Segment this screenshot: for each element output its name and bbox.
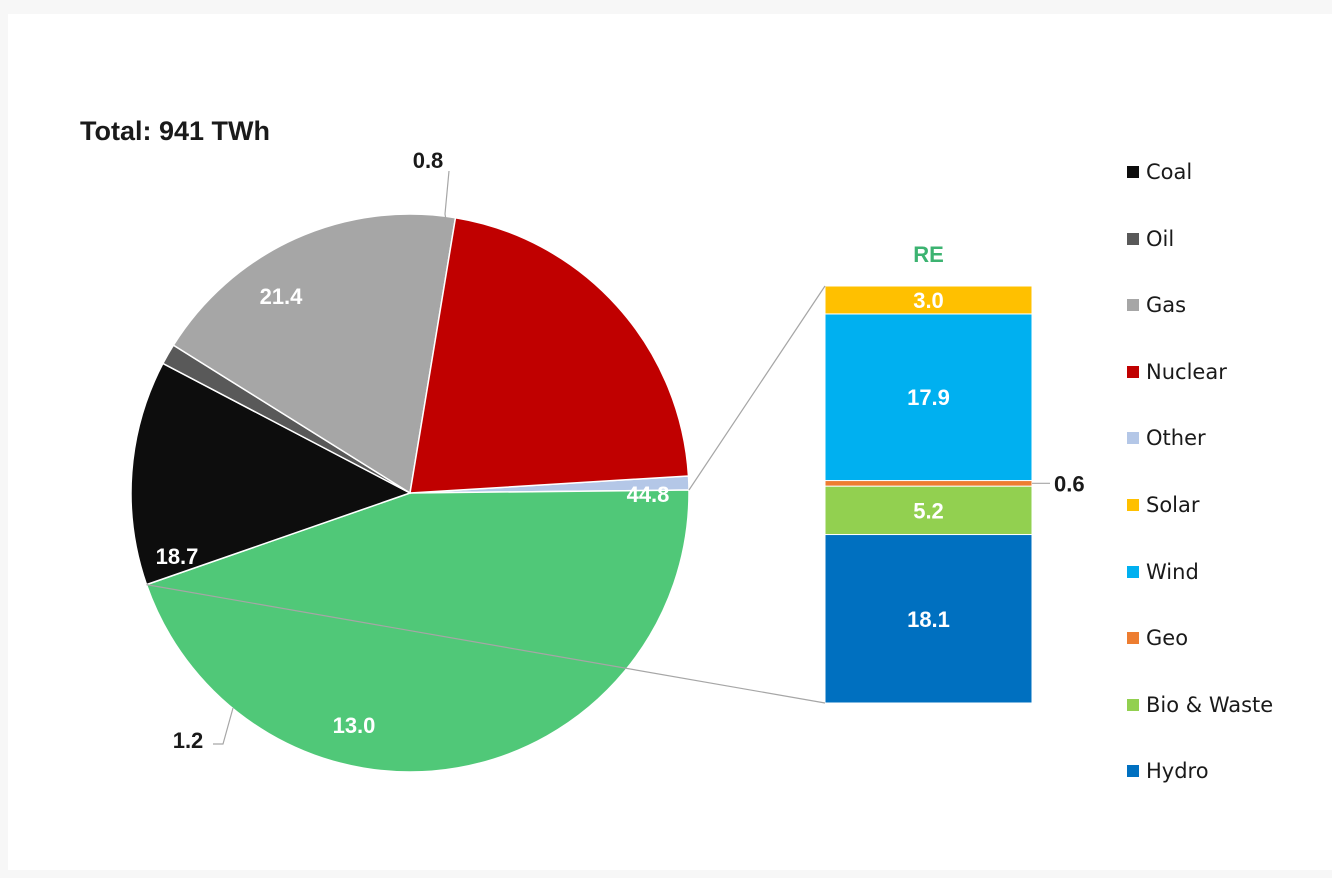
- leader-line-oil: [213, 707, 234, 745]
- legend-swatch-nuclear: [1127, 365, 1139, 378]
- bar-label-wind: 17.9: [907, 385, 950, 410]
- legend-item-geo: Geo: [1127, 624, 1188, 652]
- legend-label-coal: Coal: [1146, 160, 1193, 184]
- pie-slice-gas: [172, 213, 457, 495]
- legend-label-gas: Gas: [1146, 293, 1187, 318]
- pie-label-gas: 18.7: [156, 544, 199, 569]
- re-bar-title: RE: [913, 242, 944, 267]
- legend-label-bio-and-waste: Bio & Waste: [1146, 692, 1274, 717]
- legend-swatch-gas: [1127, 299, 1139, 312]
- legend-item-gas: Gas: [1127, 291, 1186, 319]
- pie-label-re: 44.8: [627, 482, 670, 507]
- bar-segment-wind: [824, 313, 1033, 482]
- pie-slice-nuclear: [409, 216, 690, 494]
- legend-swatch-other: [1127, 432, 1139, 445]
- pie-slice-coal: [130, 362, 412, 586]
- legend-swatch-oil: [1127, 232, 1139, 245]
- legend-item-hydro: Hydro: [1127, 757, 1209, 785]
- legend-label-wind: Wind: [1146, 559, 1199, 584]
- connector-line-top: [688, 285, 826, 491]
- legend-label-other: Other: [1146, 426, 1206, 451]
- chart-title: Total: 941 TWh: [80, 116, 271, 146]
- legend-swatch-bio-and-waste: [1127, 698, 1139, 711]
- legend-label-hydro: Hydro: [1146, 759, 1209, 784]
- pie-label-oil: 1.2: [173, 728, 204, 753]
- pie-label-other: 0.8: [413, 148, 444, 173]
- legend-item-coal: Coal: [1127, 158, 1192, 186]
- legend-label-nuclear: Nuclear: [1146, 359, 1227, 384]
- bar-label-hydro: 18.1: [907, 607, 950, 632]
- bar-label-bio-and-waste: 5.2: [913, 498, 944, 523]
- legend-swatch-hydro: [1127, 765, 1139, 778]
- leader-line-other: [444, 170, 450, 221]
- pie-label-nuclear: 21.4: [260, 284, 304, 309]
- bar-segment-hydro: [824, 534, 1033, 704]
- legend-item-other: Other: [1127, 424, 1206, 452]
- pie-slice-re: [145, 489, 690, 773]
- legend-label-geo: Geo: [1146, 626, 1189, 651]
- bar-label-solar: 3.0: [913, 288, 944, 313]
- legend-item-solar: Solar: [1127, 491, 1200, 519]
- legend-label-solar: Solar: [1146, 493, 1200, 517]
- legend-item-bio-and-waste: Bio & Waste: [1127, 691, 1273, 719]
- legend-label-oil: Oil: [1146, 226, 1175, 251]
- pie-label-coal: 13.0: [333, 713, 376, 738]
- legend-swatch-geo: [1127, 632, 1139, 645]
- legend-item-nuclear: Nuclear: [1127, 358, 1227, 386]
- connector-line-bottom: [146, 584, 826, 704]
- legend-swatch-solar: [1127, 499, 1139, 511]
- legend-swatch-coal: [1127, 166, 1139, 178]
- bar-segment-solar: [824, 285, 1033, 315]
- legend-item-wind: Wind: [1127, 558, 1199, 586]
- bar-segment-geo: [824, 480, 1033, 487]
- bar-label-geo: 0.6: [1054, 471, 1085, 496]
- legend-swatch-wind: [1127, 565, 1139, 578]
- legend-item-oil: Oil: [1127, 225, 1174, 253]
